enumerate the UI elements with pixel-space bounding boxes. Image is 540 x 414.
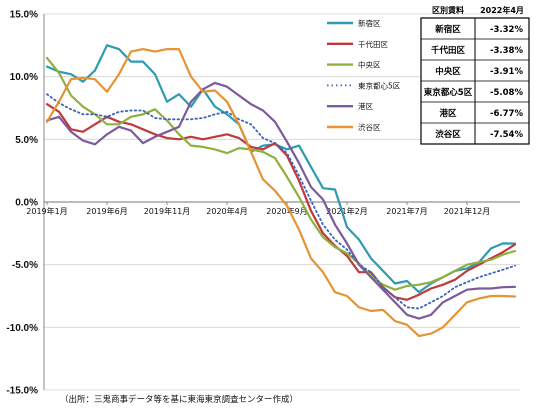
series-lines (45, 44, 517, 338)
y-tick-label: 0.0% (15, 198, 38, 209)
series-line-港区 (45, 81, 517, 320)
table-cell-area: 新宿区 (435, 24, 461, 35)
y-axis-tick-labels: 15.0% 10.0% 5.0% 0.0% -5.0% -10.0% -15.0% (6, 10, 38, 397)
legend-label: 渋谷区 (358, 122, 381, 132)
table-cell-area: 中央区 (435, 66, 461, 77)
gridlines (44, 13, 520, 391)
source-note: （出所：三鬼商事データ等を基に東海東京調査センター作成） (60, 394, 298, 405)
table-cell-area: 東京都心5区 (424, 87, 473, 98)
table-cell-value: -3.38% (490, 46, 523, 56)
table-cell-value: -5.08% (490, 88, 523, 98)
x-tick-label: 2021年12月 (444, 206, 491, 216)
x-tick-label: 2020年4月 (206, 206, 247, 216)
table-cell-area: 渋谷区 (435, 129, 461, 140)
table-cell-area: 千代田区 (431, 45, 466, 56)
axes (43, 14, 520, 390)
x-axis-tick-labels: 2019年1月 2019年6月 2019年11月 2020年4月 2020年9月 2021… (26, 202, 490, 216)
legend-label: 千代田区 (358, 39, 388, 49)
y-tick-label: 15.0% (10, 10, 38, 21)
series-line-中央区 (45, 56, 517, 291)
table-header-period: 2022年4月 (480, 5, 524, 15)
table-cell-value: -3.32% (490, 25, 523, 35)
x-tick-label: 2020年9月 (266, 206, 307, 216)
series-line-渋谷区 (45, 48, 517, 338)
x-tick-label: 2021年7月 (386, 206, 427, 216)
x-tick-label: 2019年11月 (144, 206, 191, 216)
x-tick-label: 2019年6月 (86, 206, 127, 216)
y-tick-label: 10.0% (10, 72, 38, 83)
table-cell-value: -3.91% (490, 67, 523, 77)
table-cell-area: 港区 (439, 108, 457, 119)
table-cell-value: -6.77% (490, 109, 523, 119)
x-tick-label: 2021年2月 (326, 206, 367, 216)
y-tick-label: 5.0% (15, 135, 38, 146)
legend-label: 港区 (358, 101, 373, 111)
legend-label: 中央区 (358, 60, 381, 70)
y-tick-label: -5.0% (12, 260, 38, 271)
y-tick-label: -15.0% (6, 386, 38, 397)
series-line-千代田区 (45, 103, 517, 301)
legend-label: 新宿区 (358, 18, 381, 28)
table-header-area: 区別賃料 (432, 5, 464, 15)
series-line-東京都心5区 (46, 93, 516, 310)
y-tick-label: -10.0% (6, 323, 38, 334)
x-tick-label: 2019年1月 (26, 206, 67, 216)
table-cell-value: -7.54% (490, 130, 523, 140)
legend-label: 東京都心5区 (358, 80, 401, 90)
